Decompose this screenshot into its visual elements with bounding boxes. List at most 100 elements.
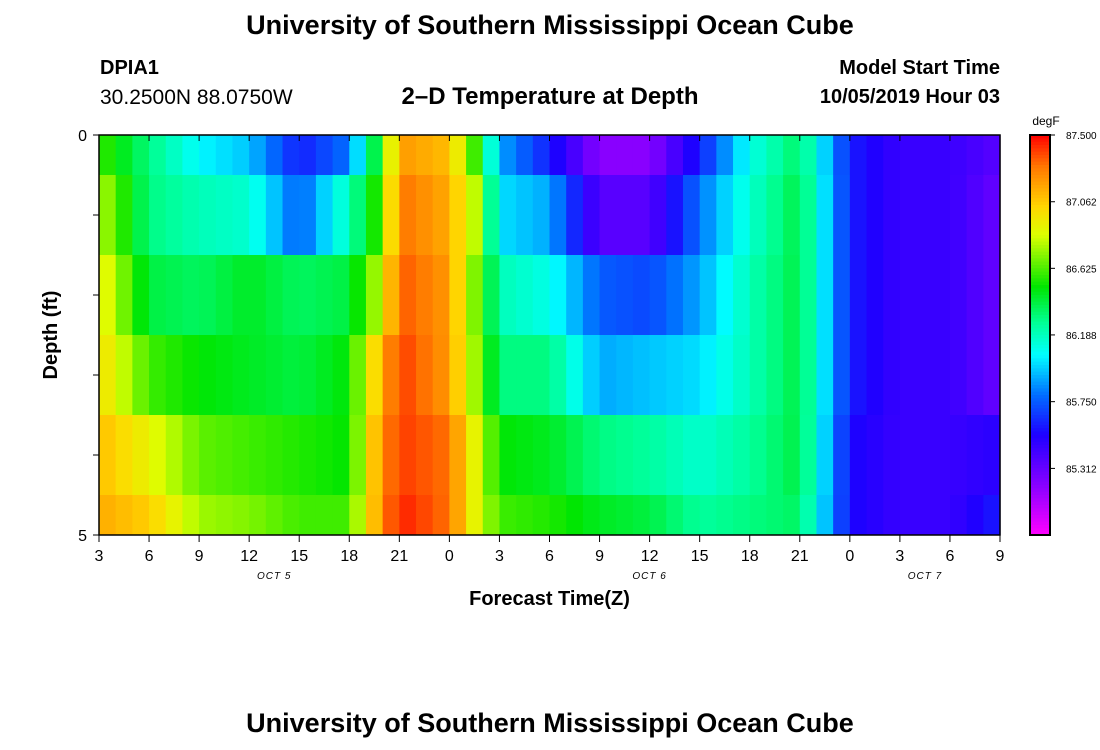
heatmap-cell	[716, 255, 734, 335]
colorbar-segment	[1030, 158, 1050, 163]
heatmap-cell	[799, 135, 818, 175]
heatmap-cell	[315, 135, 334, 175]
heatmap-cell	[315, 255, 334, 335]
heatmap-cell	[833, 255, 851, 335]
heatmap-cell	[783, 495, 801, 535]
colorbar-segment	[1030, 318, 1050, 323]
heatmap-cell	[549, 495, 567, 535]
heatmap-cell	[599, 175, 617, 255]
heatmap-cell	[466, 415, 484, 495]
heatmap-cell	[699, 255, 717, 335]
heatmap-cell	[966, 255, 984, 335]
colorbar-segment	[1030, 205, 1050, 209]
colorbar-segment	[1030, 171, 1050, 176]
colorbar-segment	[1030, 481, 1050, 486]
heatmap-cell	[182, 415, 200, 495]
colorbar-segment	[1030, 288, 1050, 293]
colorbar-segment	[1030, 165, 1050, 169]
colorbar-segment	[1030, 408, 1050, 413]
heatmap-cell	[883, 495, 901, 535]
heatmap-cell	[733, 415, 751, 495]
heatmap-cell	[616, 175, 634, 255]
colorbar-segment	[1030, 448, 1050, 453]
heatmap-cell	[966, 175, 984, 255]
heatmap-cell	[816, 495, 834, 535]
heatmap-cell	[282, 175, 300, 255]
heatmap-cell	[733, 335, 751, 415]
heatmap-cell	[916, 415, 934, 495]
colorbar-segment	[1030, 305, 1050, 309]
colorbar-segment	[1030, 335, 1050, 339]
colorbar-segment	[1030, 421, 1050, 426]
heatmap-cell	[716, 495, 734, 535]
colorbar-segment	[1030, 291, 1050, 296]
x-tick-label: 6	[145, 548, 154, 565]
heatmap-cell	[466, 135, 484, 175]
colorbar-segment	[1030, 461, 1050, 466]
heatmap-cell	[849, 175, 868, 255]
heatmap-cell	[315, 415, 334, 495]
colorbar-segment	[1030, 175, 1050, 179]
heatmap-cell	[966, 135, 984, 175]
heatmap-cell	[399, 135, 417, 175]
heatmap-cell	[799, 415, 818, 495]
heatmap-cell	[949, 135, 968, 175]
heatmap-cell	[249, 335, 267, 415]
heatmap-cell	[399, 415, 417, 495]
heatmap-cell	[632, 135, 651, 175]
heatmap-cell	[749, 495, 768, 535]
heatmap-cell	[432, 175, 450, 255]
heatmap-cell	[532, 335, 551, 415]
heatmap-cell	[265, 495, 284, 535]
heatmap-cell	[215, 415, 234, 495]
heatmap-cell	[449, 415, 467, 495]
heatmap-cell	[549, 335, 567, 415]
heatmap-cell	[866, 415, 884, 495]
heatmap-cell	[232, 175, 250, 255]
heatmap-cell	[799, 335, 818, 415]
colorbar-tick-label: 87.500	[1066, 131, 1097, 142]
page-title: University of Southern Mississippi Ocean…	[246, 10, 854, 40]
colorbar-segment	[1030, 351, 1050, 356]
heatmap-cell	[699, 415, 717, 495]
heatmap-cell	[299, 135, 317, 175]
heatmap-cell	[716, 415, 734, 495]
heatmap-cell	[632, 495, 651, 535]
heatmap-cell	[866, 495, 884, 535]
colorbar-segment	[1030, 221, 1050, 226]
heatmap-cell	[215, 335, 234, 415]
heatmap-cell	[666, 255, 684, 335]
heatmap-cell	[849, 335, 868, 415]
heatmap-cell	[365, 255, 384, 335]
heatmap-cell	[949, 415, 968, 495]
colorbar-segment	[1030, 261, 1050, 266]
heatmap-cell	[299, 335, 317, 415]
y-axis-label: Depth (ft)	[40, 291, 62, 380]
x-tick-label: 9	[996, 548, 1005, 565]
colorbar-segment	[1030, 231, 1050, 236]
heatmap-cell	[616, 255, 634, 335]
colorbar-segment	[1030, 431, 1050, 436]
colorbar-segment	[1030, 168, 1050, 173]
heatmap-cell	[966, 335, 984, 415]
heatmap-cell	[649, 255, 667, 335]
heatmap-cell	[566, 135, 584, 175]
heatmap-cell	[382, 495, 400, 535]
heatmap-cell	[582, 175, 601, 255]
heatmap-cell	[199, 255, 217, 335]
colorbar-segment	[1030, 488, 1050, 493]
heatmap-cell	[949, 335, 968, 415]
colorbar-segment	[1030, 498, 1050, 503]
x-tick-label: 3	[895, 548, 904, 565]
heatmap-cell	[766, 335, 784, 415]
heatmap-cell	[616, 495, 634, 535]
colorbar-tick-label: 86.625	[1066, 264, 1097, 275]
heatmap-cell	[132, 495, 150, 535]
heatmap-cell	[432, 335, 450, 415]
heatmap-cell	[816, 175, 834, 255]
heatmap-cell	[482, 135, 501, 175]
heatmap-cell	[199, 335, 217, 415]
model-start-label: Model Start Time	[839, 57, 1000, 79]
colorbar-segment	[1030, 348, 1050, 353]
heatmap-cell	[416, 255, 434, 335]
